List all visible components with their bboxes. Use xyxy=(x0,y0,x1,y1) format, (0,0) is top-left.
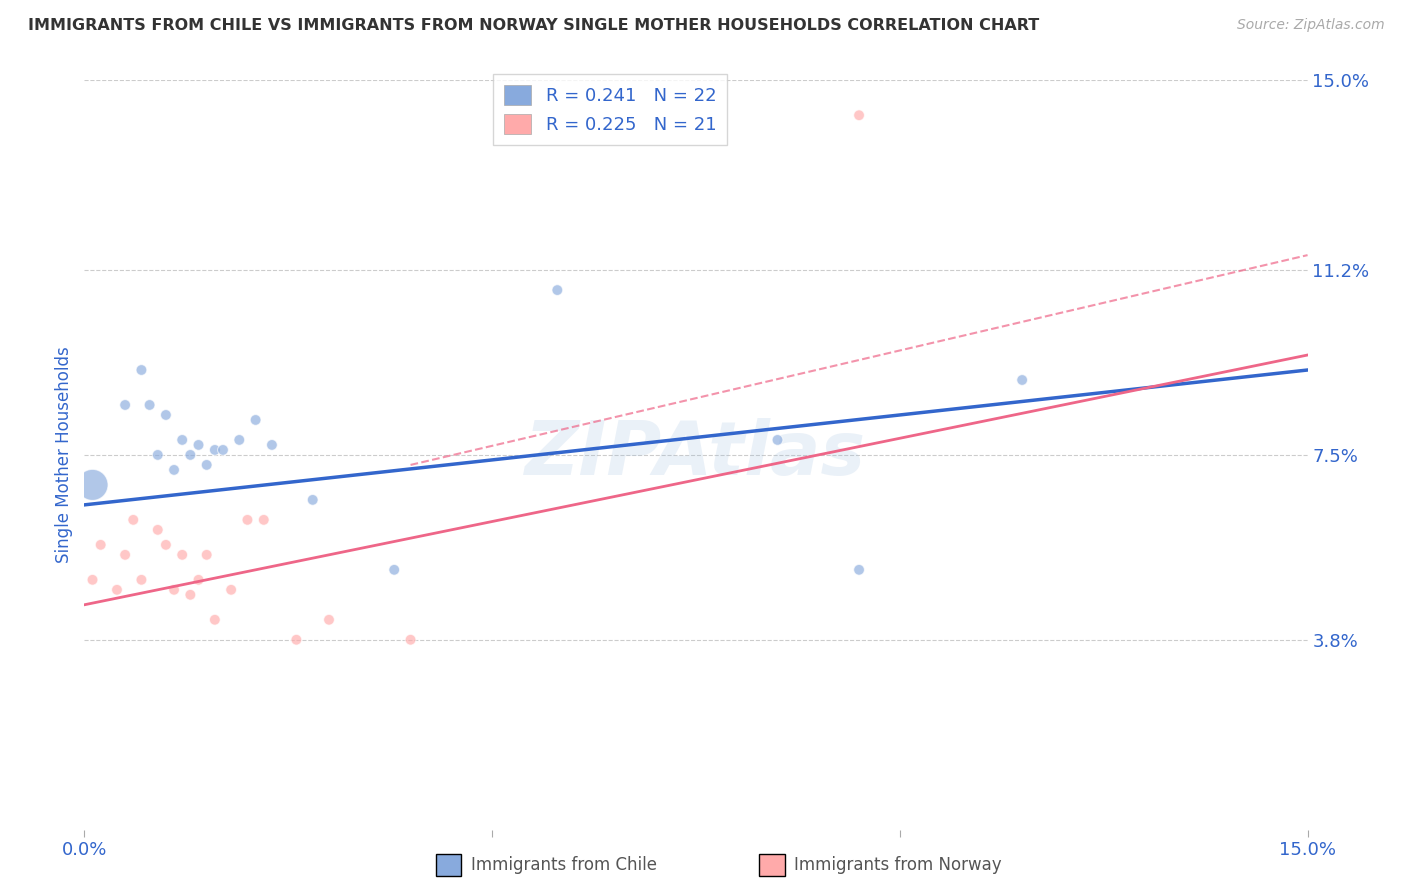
Point xyxy=(105,582,128,597)
Point xyxy=(90,538,112,552)
Legend: R = 0.241   N = 22, R = 0.225   N = 21: R = 0.241 N = 22, R = 0.225 N = 21 xyxy=(494,74,727,145)
Point xyxy=(318,613,340,627)
Point xyxy=(204,442,226,457)
Point xyxy=(82,478,104,492)
Point xyxy=(163,463,186,477)
Point xyxy=(146,448,169,462)
Point xyxy=(285,632,308,647)
Text: Immigrants from Chile: Immigrants from Chile xyxy=(471,856,657,874)
Point xyxy=(155,538,177,552)
Point xyxy=(114,398,136,412)
Point xyxy=(146,523,169,537)
Point xyxy=(187,438,209,452)
Point xyxy=(260,438,283,452)
Point xyxy=(245,413,267,427)
Point xyxy=(122,513,145,527)
Point xyxy=(204,613,226,627)
Point xyxy=(212,442,235,457)
Point xyxy=(195,458,218,472)
Point xyxy=(848,108,870,122)
Point xyxy=(155,408,177,422)
Point xyxy=(382,563,405,577)
Point xyxy=(187,573,209,587)
Point xyxy=(131,363,153,377)
Text: Immigrants from Norway: Immigrants from Norway xyxy=(794,856,1002,874)
Point xyxy=(82,573,104,587)
Point xyxy=(114,548,136,562)
Text: ZIPAtlas: ZIPAtlas xyxy=(526,418,866,491)
Point xyxy=(179,588,201,602)
Point xyxy=(253,513,276,527)
Point xyxy=(301,492,323,507)
Point xyxy=(172,433,194,447)
Point xyxy=(546,283,568,297)
Point xyxy=(219,582,242,597)
Point xyxy=(131,573,153,587)
Point xyxy=(848,563,870,577)
Text: IMMIGRANTS FROM CHILE VS IMMIGRANTS FROM NORWAY SINGLE MOTHER HOUSEHOLDS CORRELA: IMMIGRANTS FROM CHILE VS IMMIGRANTS FROM… xyxy=(28,18,1039,33)
Point xyxy=(236,513,259,527)
Point xyxy=(172,548,194,562)
Point xyxy=(179,448,201,462)
Point xyxy=(766,433,789,447)
Point xyxy=(195,548,218,562)
Point xyxy=(1011,373,1033,387)
Text: Source: ZipAtlas.com: Source: ZipAtlas.com xyxy=(1237,18,1385,32)
Y-axis label: Single Mother Households: Single Mother Households xyxy=(55,347,73,563)
Point xyxy=(228,433,250,447)
Point xyxy=(163,582,186,597)
Point xyxy=(399,632,422,647)
Point xyxy=(138,398,160,412)
